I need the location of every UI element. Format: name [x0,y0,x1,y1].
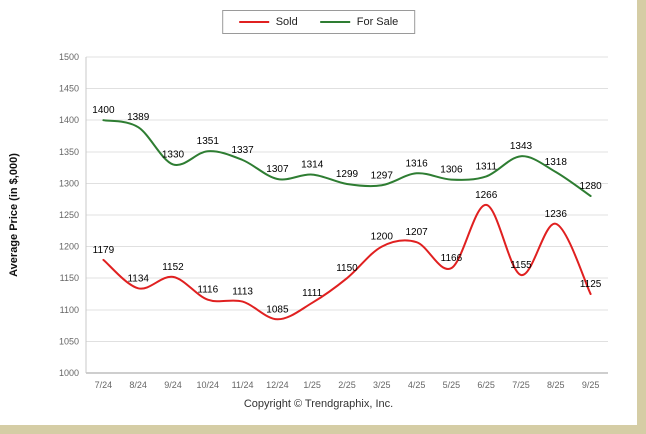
y-tick-label: 1100 [60,305,79,315]
y-tick-label: 1450 [59,84,79,94]
for-sale-point-label: 1311 [475,161,497,172]
for-sale-point-label: 1389 [127,112,150,123]
for-sale-point-label: 1351 [197,136,220,147]
sold-point-label: 1207 [405,227,428,238]
for-sale-point-label: 1307 [266,164,289,175]
for-sale-point-label: 1343 [510,141,533,152]
y-tick-label: 1500 [59,52,79,62]
sold-point-label: 1266 [475,190,498,201]
sold-line-swatch [238,21,269,23]
for-sale-point-label: 1280 [579,181,602,192]
y-axis-title: Average Price (in $,000) [8,153,20,277]
sold-point-label: 1152 [162,262,184,273]
for-sale-line-swatch [319,21,350,23]
copyright-text: Copyright © Trendgraphix, Inc. [243,398,394,410]
x-tick-label: 8/25 [547,380,565,390]
for-sale-point-label: 1299 [336,169,359,180]
x-tick-label: 6/25 [477,380,495,390]
sold-point-label: 1150 [336,263,358,274]
sold-point-label: 1155 [510,260,532,271]
chart-legend: Sold For Sale [221,10,416,34]
sold-point-label: 1179 [93,245,115,256]
x-tick-label: 7/25 [512,380,530,390]
y-tick-label: 1300 [59,178,79,188]
for-sale-point-label: 1318 [545,157,568,168]
for-sale-point-label: 1337 [231,145,254,156]
y-tick-label: 1200 [59,242,79,252]
x-tick-label: 7/24 [95,380,113,390]
for-sale-point-label: 1330 [162,149,185,160]
for-sale-series-line [102,119,592,197]
y-tick-label: 1350 [59,147,79,157]
y-tick-label: 1050 [59,336,79,346]
sold-point-label: 1134 [127,273,149,284]
sold-point-label: 1125 [580,279,602,290]
for-sale-point-label: 1316 [405,158,428,169]
for-sale-point-label: 1400 [92,105,115,116]
x-tick-label: 2/25 [338,380,356,390]
y-tick-label: 1400 [59,115,79,125]
x-tick-label: 9/24 [164,380,182,390]
sold-point-label: 1113 [232,287,253,298]
sold-point-label: 1166 [441,253,463,264]
sold-point-label: 1200 [371,232,394,243]
x-tick-label: 12/24 [266,380,289,390]
sold-point-label: 1236 [545,209,568,220]
for-sale-point-label: 1314 [301,160,324,171]
y-tick-label: 1150 [60,273,79,283]
line-chart: 1000 1050 1100 1150 1200 1250 1300 1350 1400 1450… [59,52,608,390]
x-tick-label: 3/25 [373,380,391,390]
x-tick-label: 9/25 [582,380,600,390]
x-tick-label: 10/24 [197,380,220,390]
x-tick-label: 5/25 [443,380,461,390]
legend-label-for-sale: For Sale [356,16,399,28]
sold-point-label: 1085 [266,304,289,315]
sold-series-line [102,203,592,321]
x-tick-label: 8/24 [129,380,147,390]
sold-point-label: 1111 [302,288,322,299]
legend-item-for-sale: For Sale [319,16,399,28]
x-tick-label: 11/24 [232,380,254,390]
y-tick-label: 1250 [59,210,79,220]
y-tick-label: 1000 [59,368,79,378]
x-tick-label: 1/25 [303,380,321,390]
x-tick-label: 4/25 [408,380,426,390]
for-sale-point-label: 1306 [440,165,463,176]
legend-item-sold: Sold [238,16,298,28]
sold-point-label: 1116 [197,285,218,296]
legend-label-sold: Sold [275,16,298,28]
for-sale-point-label: 1297 [371,170,394,181]
